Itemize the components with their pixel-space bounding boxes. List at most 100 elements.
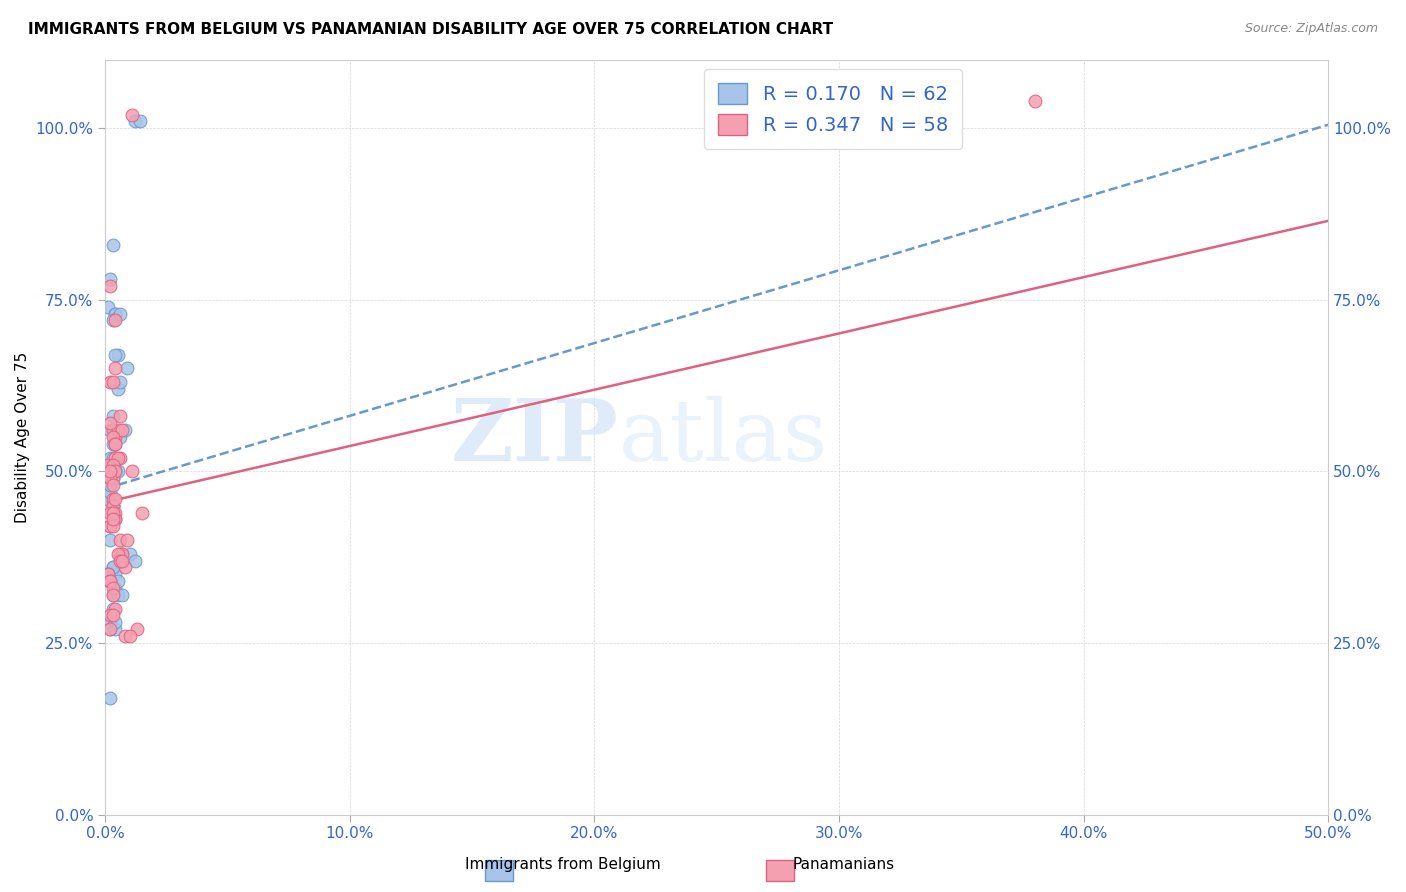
Point: [101, 313, 124, 327]
Point: [101, 601, 124, 615]
Text: ZIP: ZIP: [451, 395, 619, 479]
Point: [98, 485, 121, 500]
Point: [104, 361, 127, 376]
Point: [107, 382, 129, 396]
Y-axis label: Disability Age Over 75: Disability Age Over 75: [15, 351, 30, 523]
Point: [98, 478, 121, 492]
Point: [118, 629, 141, 643]
Point: [98, 423, 121, 437]
Point: [101, 588, 124, 602]
Point: [97, 300, 120, 314]
Point: [101, 450, 124, 465]
Point: [104, 450, 127, 465]
Point: [107, 348, 129, 362]
Text: Source: ZipAtlas.com: Source: ZipAtlas.com: [1244, 22, 1378, 36]
Point: [108, 375, 131, 389]
Point: [98, 615, 121, 630]
Point: [101, 430, 124, 444]
Point: [108, 553, 131, 567]
Point: [98, 574, 121, 589]
Text: IMMIGRANTS FROM BELGIUM VS PANAMANIAN DISABILITY AGE OVER 75 CORRELATION CHART: IMMIGRANTS FROM BELGIUM VS PANAMANIAN DI…: [28, 22, 834, 37]
Point: [101, 506, 124, 520]
Point: [101, 423, 124, 437]
Point: [107, 574, 129, 589]
Point: [114, 560, 136, 574]
Point: [101, 581, 124, 595]
Point: [104, 567, 127, 582]
Point: [111, 547, 134, 561]
Point: [98, 519, 121, 533]
Point: [131, 506, 153, 520]
Point: [101, 512, 124, 526]
Text: Immigrants from Belgium: Immigrants from Belgium: [464, 857, 661, 872]
Point: [101, 560, 124, 574]
Point: [101, 409, 124, 424]
Point: [97, 567, 120, 582]
Point: [98, 478, 121, 492]
Point: [104, 615, 127, 630]
Point: [107, 464, 129, 478]
Point: [98, 506, 121, 520]
Point: [118, 547, 141, 561]
Point: [101, 499, 124, 513]
Point: [101, 588, 124, 602]
Point: [98, 471, 121, 485]
Point: [97, 464, 120, 478]
Point: [114, 423, 136, 437]
Point: [104, 450, 127, 465]
Point: [104, 430, 127, 444]
Point: [121, 107, 143, 121]
Point: [117, 533, 139, 547]
Point: [101, 375, 124, 389]
Point: [97, 491, 120, 506]
Point: [98, 279, 121, 293]
Point: [98, 533, 121, 547]
Point: [107, 423, 129, 437]
Point: [104, 464, 127, 478]
Point: [97, 567, 120, 582]
Point: [104, 622, 127, 636]
Point: [101, 499, 124, 513]
Point: [111, 553, 134, 567]
Point: [107, 547, 129, 561]
Point: [108, 547, 131, 561]
Point: [98, 608, 121, 623]
Point: [104, 491, 127, 506]
Point: [98, 464, 121, 478]
Point: [104, 512, 127, 526]
Point: [104, 313, 127, 327]
Point: [104, 437, 127, 451]
Point: [104, 581, 127, 595]
Point: [98, 622, 121, 636]
Point: [101, 471, 124, 485]
Point: [101, 519, 124, 533]
Point: [98, 464, 121, 478]
Point: [107, 588, 129, 602]
Point: [104, 464, 127, 478]
Point: [101, 471, 124, 485]
Point: [111, 547, 134, 561]
Point: [108, 430, 131, 444]
Point: [98, 375, 121, 389]
Point: [98, 519, 121, 533]
Point: [114, 629, 136, 643]
Text: Panamanians: Panamanians: [793, 857, 894, 872]
Point: [98, 272, 121, 286]
Point: [98, 574, 121, 589]
Point: [111, 588, 134, 602]
Point: [97, 458, 120, 472]
Point: [101, 238, 124, 252]
Point: [101, 608, 124, 623]
Point: [108, 533, 131, 547]
Point: [98, 478, 121, 492]
Point: [101, 491, 124, 506]
Point: [97, 567, 120, 582]
Point: [98, 690, 121, 705]
Point: [101, 499, 124, 513]
Point: [117, 361, 139, 376]
Point: [104, 437, 127, 451]
Legend: R = 0.170   N = 62, R = 0.347   N = 58: R = 0.170 N = 62, R = 0.347 N = 58: [704, 70, 962, 149]
Point: [101, 478, 124, 492]
Point: [104, 512, 127, 526]
Point: [1024, 94, 1046, 108]
